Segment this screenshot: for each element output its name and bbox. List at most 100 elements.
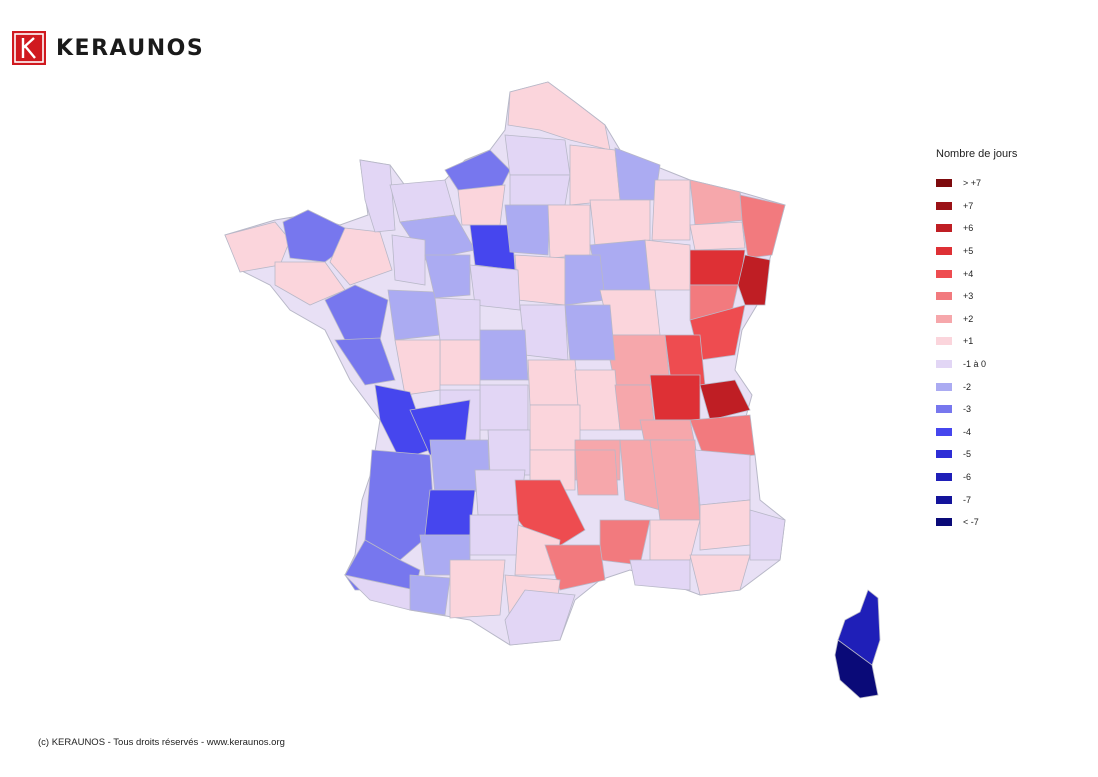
legend-item: +4 [936, 262, 1017, 285]
legend-swatch [936, 405, 952, 414]
legend-label: +5 [963, 246, 974, 257]
legend-item: +3 [936, 285, 1017, 308]
dept-seine-maritime [444, 149, 511, 191]
legend-item: +1 [936, 330, 1017, 353]
legend-label: +3 [963, 291, 974, 302]
dept-bouches-rhone [629, 559, 691, 591]
dept-puy-dome [529, 404, 581, 451]
dept-meuse [651, 179, 691, 241]
legend-label: -7 [963, 494, 972, 505]
dept-hautes-pyrenees [409, 574, 451, 616]
dept-morbihan [274, 261, 346, 306]
dept-creuse [479, 384, 529, 431]
dept-alpes-maritimes [749, 509, 786, 561]
legend-item: -7 [936, 488, 1017, 511]
dept-vienne [439, 339, 481, 386]
dept-var [689, 554, 751, 596]
legend-item: -1 à 0 [936, 353, 1017, 376]
dept-ain [649, 374, 701, 421]
dept-vendee [334, 337, 396, 386]
legend-label: +4 [963, 268, 974, 279]
legend-label: +1 [963, 336, 974, 347]
dept-gironde [364, 449, 436, 561]
legend-item: > +7 [936, 172, 1017, 195]
dept-corse-du-sud [834, 639, 879, 699]
dept-haute-garonne [449, 559, 506, 619]
dept-aisne [569, 144, 621, 206]
dept-cher [519, 304, 569, 361]
copyright-footer: (c) KERAUNOS - Tous droits réservés - ww… [38, 737, 285, 748]
dept-indre [479, 329, 529, 381]
legend-swatch [936, 382, 952, 391]
dept-eure [457, 184, 506, 226]
dept-nievre [564, 304, 616, 361]
legend-swatch [936, 179, 952, 188]
dept-idf [504, 204, 551, 256]
legend-swatch [936, 427, 952, 436]
dept-lozere [574, 449, 619, 496]
dept-maine-loire [387, 289, 441, 341]
legend-swatch [936, 269, 952, 278]
legend-item: -3 [936, 398, 1017, 421]
legend-swatch [936, 337, 952, 346]
dept-meurthe-moselle [689, 221, 746, 251]
legend-item: < -7 [936, 511, 1017, 534]
dept-savoie [689, 414, 756, 461]
dept-loire [574, 369, 621, 431]
legend-swatch [936, 360, 952, 369]
legend-title: Nombre de jours [936, 148, 1018, 160]
dept-loiret [514, 254, 566, 306]
dept-tarn-garonne [469, 514, 521, 556]
legend-label: +7 [963, 200, 974, 211]
dept-moselle [689, 179, 746, 226]
legend-label: +6 [963, 223, 974, 234]
dept-haut-rhin [737, 254, 771, 306]
keraunos-logo: KERAUNOS [12, 30, 204, 66]
legend-item: +7 [936, 195, 1017, 218]
keraunos-logo-icon [12, 31, 46, 65]
dept-marne [589, 199, 651, 246]
dept-lot-garonne [424, 489, 476, 536]
legend-label: -1 à 0 [963, 359, 987, 370]
legend-swatch [936, 247, 952, 256]
dept-oise [509, 174, 571, 206]
dept-ardennes [614, 147, 661, 201]
dept-loir-cher [469, 264, 521, 311]
brand-name: KERAUNOS [56, 35, 205, 61]
legend-label: > +7 [963, 178, 982, 189]
legend-label: -2 [963, 381, 972, 392]
legend-label: -6 [963, 472, 972, 483]
legend: Nombre de jours > +7 +7 +6 +5 +4 +3 +2 [936, 148, 1017, 534]
dept-haute-marne [644, 239, 691, 291]
dept-sarthe [424, 254, 471, 299]
legend-swatch [936, 292, 952, 301]
legend-swatch [936, 314, 952, 323]
dept-alpes-haute-provence [699, 499, 751, 551]
dept-calvados [389, 179, 456, 223]
dept-bas-rhin [739, 194, 786, 259]
legend-label: < -7 [963, 517, 979, 528]
legend-swatch [936, 495, 952, 504]
dept-mayenne [391, 234, 426, 286]
dept-herault [544, 544, 606, 591]
legend-swatch [936, 473, 952, 482]
dept-finistere [224, 221, 291, 273]
legend-item: -4 [936, 421, 1017, 444]
dept-hautes-alpes [694, 449, 751, 506]
legend-item: -5 [936, 443, 1017, 466]
dept-haute-savoie [699, 379, 751, 421]
dept-allier [527, 359, 581, 406]
legend-item: +5 [936, 240, 1017, 263]
dept-correze [487, 429, 531, 476]
legend-item: -2 [936, 375, 1017, 398]
dept-manche [359, 159, 396, 233]
legend-swatch [936, 224, 952, 233]
dept-aude [504, 589, 576, 646]
dept-indre-loire [434, 297, 481, 341]
legend-label: -5 [963, 449, 972, 460]
legend-items: > +7 +7 +6 +5 +4 +3 +2 +1 [936, 172, 1017, 534]
legend-item: -6 [936, 466, 1017, 489]
dept-yonne [564, 254, 606, 306]
legend-label: -4 [963, 426, 972, 437]
